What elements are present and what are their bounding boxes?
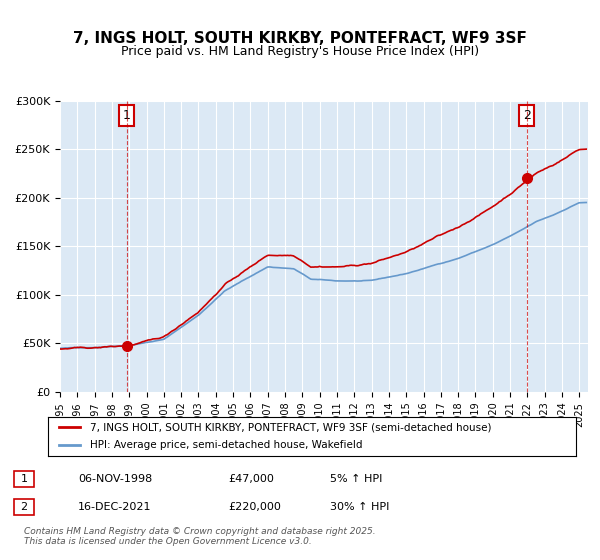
Text: 1: 1 bbox=[20, 474, 28, 484]
Text: £47,000: £47,000 bbox=[228, 474, 274, 484]
Text: 30% ↑ HPI: 30% ↑ HPI bbox=[330, 502, 389, 512]
Text: 16-DEC-2021: 16-DEC-2021 bbox=[78, 502, 151, 512]
Text: 2: 2 bbox=[523, 109, 530, 122]
Text: 7, INGS HOLT, SOUTH KIRKBY, PONTEFRACT, WF9 3SF: 7, INGS HOLT, SOUTH KIRKBY, PONTEFRACT, … bbox=[73, 31, 527, 46]
Text: 7, INGS HOLT, SOUTH KIRKBY, PONTEFRACT, WF9 3SF (semi-detached house): 7, INGS HOLT, SOUTH KIRKBY, PONTEFRACT, … bbox=[90, 422, 492, 432]
Text: HPI: Average price, semi-detached house, Wakefield: HPI: Average price, semi-detached house,… bbox=[90, 440, 363, 450]
Text: Contains HM Land Registry data © Crown copyright and database right 2025.
This d: Contains HM Land Registry data © Crown c… bbox=[24, 526, 376, 546]
Text: £220,000: £220,000 bbox=[228, 502, 281, 512]
Text: 2: 2 bbox=[20, 502, 28, 512]
Text: 5% ↑ HPI: 5% ↑ HPI bbox=[330, 474, 382, 484]
Text: 1: 1 bbox=[123, 109, 131, 122]
Text: 06-NOV-1998: 06-NOV-1998 bbox=[78, 474, 152, 484]
Text: Price paid vs. HM Land Registry's House Price Index (HPI): Price paid vs. HM Land Registry's House … bbox=[121, 45, 479, 58]
